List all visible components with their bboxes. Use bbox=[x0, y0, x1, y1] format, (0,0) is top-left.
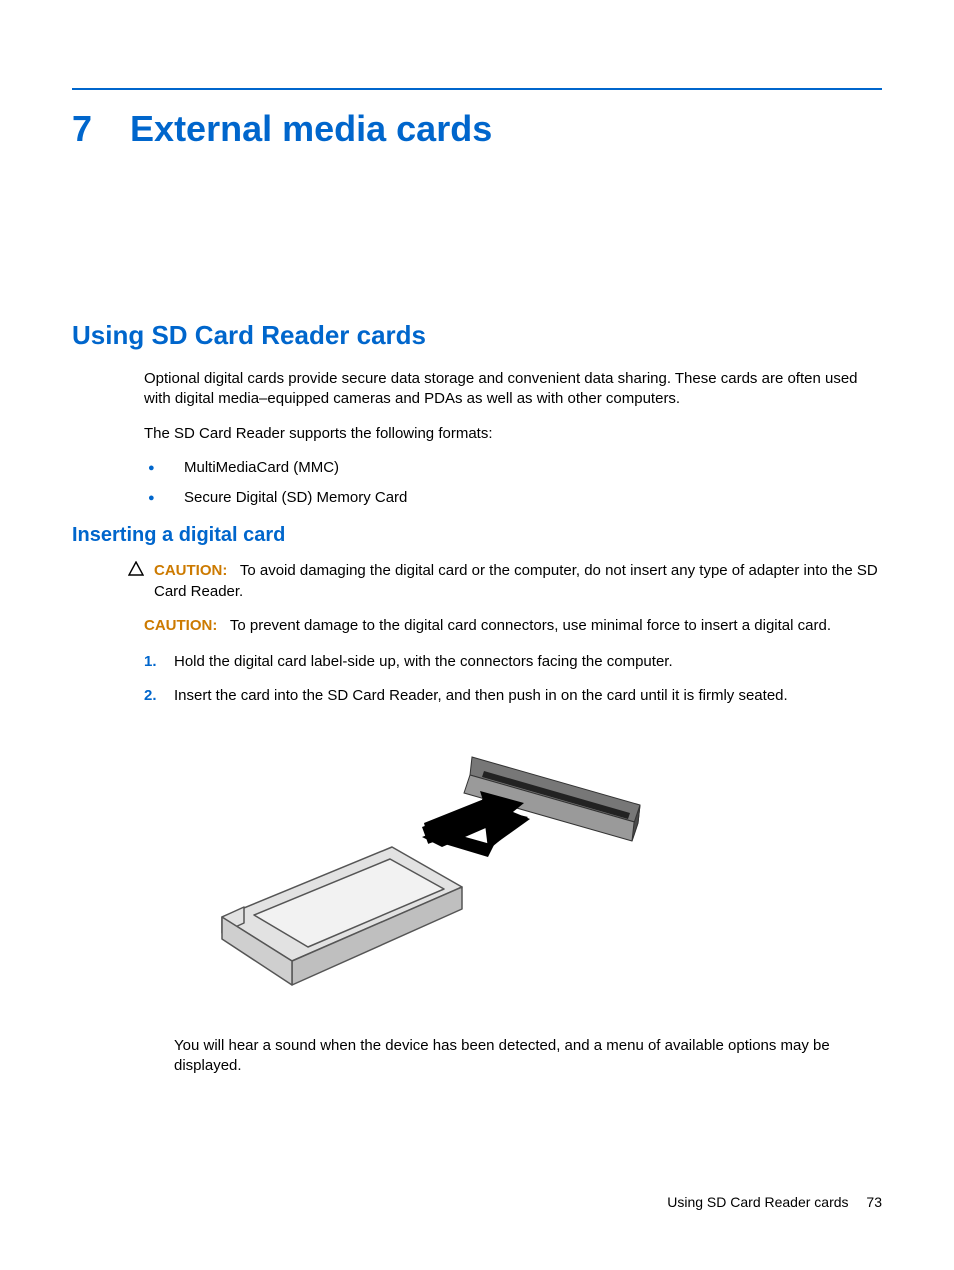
caution-block-1: CAUTION: To avoid damaging the digital c… bbox=[128, 561, 882, 602]
step-item: 2. Insert the card into the SD Card Read… bbox=[144, 686, 882, 706]
chapter-heading: 7 External media cards bbox=[72, 108, 882, 150]
page-footer: Using SD Card Reader cards 73 bbox=[667, 1194, 882, 1210]
footer-page-number: 73 bbox=[866, 1194, 882, 1210]
sd-card-insert-figure bbox=[192, 727, 882, 1012]
footer-section-label: Using SD Card Reader cards bbox=[667, 1194, 848, 1210]
step-text: Hold the digital card label-side up, wit… bbox=[174, 653, 673, 670]
caution-block-2: CAUTION: To prevent damage to the digita… bbox=[144, 616, 882, 636]
caution-text: To avoid damaging the digital card or th… bbox=[154, 562, 878, 599]
list-item: Secure Digital (SD) Memory Card bbox=[144, 488, 882, 508]
step-number: 2. bbox=[144, 686, 157, 706]
section-intro-2: The SD Card Reader supports the followin… bbox=[144, 424, 882, 444]
chapter-number: 7 bbox=[72, 108, 92, 150]
caution-label: CAUTION: bbox=[144, 617, 217, 634]
list-item: MultiMediaCard (MMC) bbox=[144, 458, 882, 478]
section-intro-1: Optional digital cards provide secure da… bbox=[144, 369, 882, 410]
after-figure-text: You will hear a sound when the device ha… bbox=[174, 1036, 882, 1077]
step-item: 1. Hold the digital card label-side up, … bbox=[144, 652, 882, 672]
step-number: 1. bbox=[144, 652, 157, 672]
section-title: Using SD Card Reader cards bbox=[72, 320, 882, 351]
caution-text: To prevent damage to the digital card co… bbox=[230, 617, 831, 634]
caution-label: CAUTION: bbox=[154, 562, 227, 579]
caution-icon bbox=[128, 561, 144, 602]
chapter-title: External media cards bbox=[130, 108, 492, 150]
format-list: MultiMediaCard (MMC) Secure Digital (SD)… bbox=[144, 458, 882, 509]
step-text: Insert the card into the SD Card Reader,… bbox=[174, 687, 788, 704]
chapter-rule bbox=[72, 88, 882, 90]
subsection-title: Inserting a digital card bbox=[72, 524, 882, 547]
steps-list: 1. Hold the digital card label-side up, … bbox=[144, 652, 882, 707]
